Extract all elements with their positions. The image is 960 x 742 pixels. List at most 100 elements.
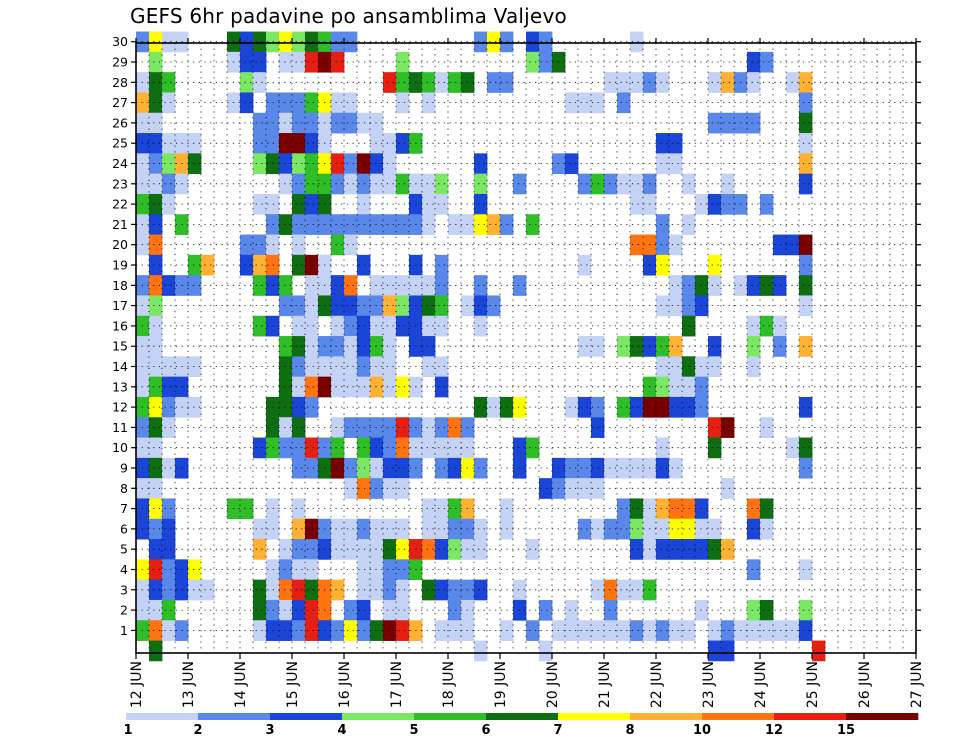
heatmap-cell bbox=[669, 356, 683, 378]
heatmap-cell bbox=[305, 295, 319, 317]
heatmap-cell bbox=[448, 214, 462, 235]
heatmap-cell bbox=[266, 599, 280, 621]
colorbar-swatch bbox=[846, 713, 919, 720]
heatmap-cell bbox=[201, 254, 215, 276]
heatmap-cell bbox=[370, 315, 384, 337]
heatmap-cell bbox=[487, 295, 501, 317]
x-tick-label: 26 JUN bbox=[857, 661, 873, 708]
heatmap-cell bbox=[565, 153, 579, 175]
heatmap-cell bbox=[305, 153, 319, 175]
heatmap-cell bbox=[149, 315, 163, 337]
heatmap-cell bbox=[357, 518, 371, 540]
heatmap-cell bbox=[383, 539, 397, 560]
heatmap-cell bbox=[305, 112, 319, 134]
heatmap-cell bbox=[292, 133, 306, 154]
heatmap-cell bbox=[292, 153, 306, 175]
heatmap-cell bbox=[604, 518, 618, 540]
heatmap-cell bbox=[617, 579, 631, 601]
heatmap-cell bbox=[344, 539, 358, 560]
heatmap-cell bbox=[513, 457, 527, 479]
heatmap-cell bbox=[604, 173, 618, 195]
heatmap-cell bbox=[305, 133, 319, 154]
heatmap-cell bbox=[604, 72, 618, 93]
heatmap-cell bbox=[656, 437, 670, 459]
heatmap-cell bbox=[253, 193, 267, 215]
heatmap-cell bbox=[149, 295, 163, 317]
heatmap-cell bbox=[266, 620, 280, 641]
y-tick-label: 22 bbox=[112, 197, 128, 212]
heatmap-cell bbox=[162, 376, 176, 398]
heatmap-cell bbox=[396, 599, 410, 621]
heatmap-cell bbox=[656, 336, 670, 357]
heatmap-cell bbox=[448, 457, 462, 479]
heatmap-cell bbox=[344, 599, 358, 621]
heatmap-cell bbox=[149, 478, 163, 499]
heatmap-cell bbox=[266, 396, 280, 418]
heatmap-cell bbox=[266, 579, 280, 601]
heatmap-cell bbox=[422, 214, 436, 235]
heatmap-cell bbox=[357, 559, 371, 581]
heatmap-cell bbox=[617, 518, 631, 540]
y-tick-label: 30 bbox=[112, 34, 128, 49]
y-tick-label: 28 bbox=[112, 75, 128, 90]
heatmap-cell bbox=[396, 92, 410, 114]
colorbar: 1 2 3 4 5 6 7 8 10 12 15 bbox=[123, 713, 919, 738]
heatmap-cell bbox=[760, 315, 774, 337]
heatmap-cell bbox=[305, 51, 319, 73]
heatmap-cell bbox=[513, 437, 527, 459]
heatmap-cell bbox=[357, 173, 371, 195]
heatmap-cell bbox=[149, 72, 163, 93]
heatmap-cell bbox=[253, 579, 267, 601]
y-tick-label: 11 bbox=[112, 420, 128, 435]
heatmap-cell bbox=[474, 31, 488, 53]
heatmap-cell bbox=[396, 579, 410, 601]
heatmap-cell bbox=[435, 518, 449, 540]
heatmap-cell bbox=[656, 396, 670, 418]
heatmap-cell bbox=[370, 336, 384, 357]
y-tick-label: 6 bbox=[120, 521, 128, 536]
heatmap-cell bbox=[383, 457, 397, 479]
heatmap-cell bbox=[435, 417, 449, 438]
heatmap-cell bbox=[422, 539, 436, 560]
colorbar-swatch bbox=[270, 713, 343, 720]
heatmap-cell bbox=[604, 599, 618, 621]
heatmap-cell bbox=[474, 396, 488, 418]
heatmap-cell bbox=[279, 133, 293, 154]
heatmap-cell bbox=[344, 336, 358, 357]
heatmap-cell bbox=[162, 579, 176, 601]
heatmap-cell bbox=[279, 214, 293, 235]
heatmap-cell bbox=[344, 31, 358, 53]
heatmap-cell bbox=[292, 295, 306, 317]
y-tick-label: 1 bbox=[120, 623, 128, 638]
heatmap-cell bbox=[162, 559, 176, 581]
heatmap-cell bbox=[344, 417, 358, 438]
heatmap-cell bbox=[305, 599, 319, 621]
heatmap-cell bbox=[253, 112, 267, 134]
heatmap-cell bbox=[760, 417, 774, 438]
heatmap-cell bbox=[253, 254, 267, 276]
x-tick-label: 22 JUN bbox=[649, 661, 665, 708]
heatmap-cell bbox=[370, 620, 384, 641]
heatmap-cell bbox=[396, 539, 410, 560]
heatmap-cell bbox=[474, 153, 488, 175]
heatmap-cell bbox=[344, 214, 358, 235]
heatmap-cell bbox=[383, 315, 397, 337]
heatmap-cell bbox=[344, 478, 358, 499]
heatmap-cell bbox=[487, 72, 501, 93]
heatmap-cell bbox=[383, 356, 397, 378]
heatmap-cell bbox=[695, 376, 709, 398]
heatmap-cell bbox=[682, 620, 696, 641]
heatmap-cell bbox=[747, 315, 761, 337]
heatmap-cell bbox=[526, 437, 540, 459]
heatmap-cell bbox=[708, 112, 722, 134]
colorbar-label: 6 bbox=[481, 723, 490, 738]
heatmap-cell bbox=[474, 173, 488, 195]
heatmap-cell bbox=[305, 31, 319, 53]
x-tick-label: 17 JUN bbox=[389, 661, 405, 708]
heatmap-cell bbox=[253, 518, 267, 540]
heatmap-cell bbox=[383, 336, 397, 357]
heatmap-cell bbox=[292, 92, 306, 114]
heatmap-cell bbox=[565, 396, 579, 418]
heatmap-cell bbox=[435, 457, 449, 479]
heatmap-cell bbox=[435, 498, 449, 520]
